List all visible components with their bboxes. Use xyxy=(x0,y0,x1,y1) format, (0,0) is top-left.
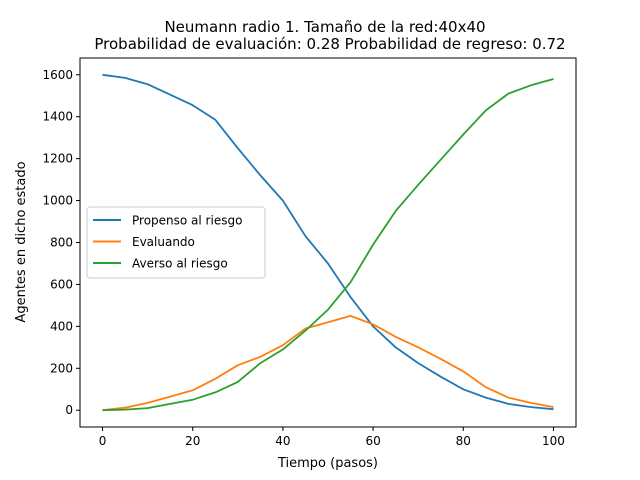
y-tick-label-1: 200 xyxy=(50,361,73,375)
chart-title-line1: Neumann radio 1. Tamaño de la red:40x40 xyxy=(164,18,485,36)
series-line-0 xyxy=(102,73,554,411)
legend-label-0: Propenso al riesgo xyxy=(132,214,242,228)
y-axis-ticks: 0 200 400 600 800 1000 1200 1400 1600 xyxy=(42,68,80,417)
y-tick-label-0: 0 xyxy=(65,403,73,417)
y-tick-label-6: 1200 xyxy=(42,152,73,166)
legend-label-1: Evaluando xyxy=(132,235,195,249)
x-tick-label-2: 40 xyxy=(275,434,290,448)
series-line-1 xyxy=(102,314,554,412)
y-tick-label-8: 1600 xyxy=(42,68,73,82)
x-axis-ticks: 0 20 40 60 80 100 xyxy=(99,427,565,448)
series-line-2 xyxy=(102,78,554,412)
legend-box xyxy=(86,206,266,279)
legend-label-2: Averso al riesgo xyxy=(132,257,228,271)
x-axis-label: Tiempo (pasos) xyxy=(277,456,378,471)
y-tick-label-3: 600 xyxy=(50,277,73,291)
x-tick-label-5: 100 xyxy=(542,434,565,448)
plot-series xyxy=(102,73,554,412)
x-tick-label-3: 60 xyxy=(365,434,380,448)
y-tick-label-2: 400 xyxy=(50,319,73,333)
chart-title-line2: Probabilidad de evaluación: 0.28 Probabi… xyxy=(94,35,565,53)
y-axis-label: Agentes en dicho estado xyxy=(14,161,29,322)
legend: Propenso al riesgo Evaluando Averso al rie… xyxy=(86,206,266,279)
y-tick-label-7: 1400 xyxy=(42,110,73,124)
y-tick-label-5: 1000 xyxy=(42,194,73,208)
y-tick-label-4: 800 xyxy=(50,236,73,250)
x-tick-label-0: 0 xyxy=(99,434,107,448)
x-tick-label-1: 20 xyxy=(185,434,200,448)
x-tick-label-4: 80 xyxy=(456,434,471,448)
